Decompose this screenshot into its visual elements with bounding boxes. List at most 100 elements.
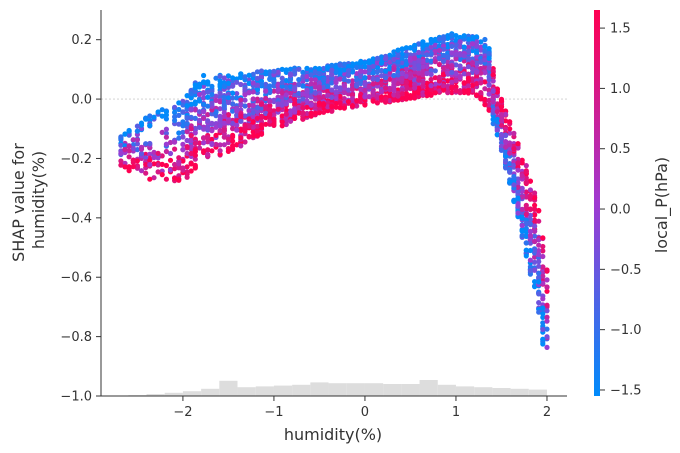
x-tick-label: −2 [173, 405, 192, 420]
scatter-point [126, 164, 132, 170]
scatter-point [217, 117, 223, 123]
scatter-point [416, 70, 422, 76]
scatter-point [279, 75, 285, 81]
scatter-point [242, 97, 248, 103]
scatter-point [275, 83, 281, 89]
scatter-point [424, 52, 430, 58]
scatter-point [196, 109, 203, 115]
scatter-point [407, 75, 414, 81]
scatter-point [358, 80, 364, 87]
scatter-point [300, 110, 306, 116]
scatter-point [453, 33, 459, 39]
scatter-point [267, 83, 273, 89]
scatter-point [532, 284, 538, 290]
scatter-point [238, 143, 244, 149]
scatter-point [254, 115, 260, 121]
scatter-point [304, 93, 310, 99]
scatter-point [527, 193, 534, 199]
scatter-point [325, 88, 331, 95]
scatter-point [213, 97, 219, 103]
scatter-point [540, 253, 546, 260]
scatter-point [407, 45, 414, 51]
scatter-point [370, 56, 376, 62]
scatter-point [494, 109, 500, 115]
scatter-point [465, 44, 471, 50]
scatter-point [540, 280, 546, 286]
scatter-point [316, 80, 322, 86]
scatter-point [358, 73, 364, 80]
scatter-point [221, 113, 227, 119]
scatter-point [230, 83, 236, 89]
scatter-point [515, 167, 521, 173]
scatter-point [378, 88, 385, 94]
scatter-point [134, 128, 140, 134]
scatter-point [482, 44, 488, 50]
scatter-point [205, 151, 211, 158]
scatter-point [287, 66, 294, 72]
scatter-point [358, 94, 364, 100]
scatter-point [503, 139, 509, 145]
y-tick-label: 0.0 [71, 93, 92, 108]
scatter-point [374, 55, 380, 61]
scatter-point [134, 164, 140, 170]
scatter-point [184, 169, 190, 175]
scatter-point [544, 267, 550, 273]
scatter-point [428, 83, 434, 89]
scatter-point [267, 98, 273, 105]
scatter-point [163, 162, 169, 169]
scatter-point [167, 150, 174, 157]
scatter-point [271, 121, 277, 127]
scatter-point [296, 82, 302, 88]
scatter-point [321, 109, 327, 115]
scatter-point [354, 98, 360, 104]
scatter-point [254, 129, 260, 135]
scatter-point [300, 69, 306, 75]
scatter-point [490, 94, 496, 101]
scatter-point [172, 114, 178, 120]
scatter-point [308, 110, 314, 116]
scatter-point [399, 46, 405, 53]
scatter-point [188, 101, 194, 107]
scatter-point [254, 109, 260, 115]
scatter-point [445, 63, 451, 69]
scatter-point [349, 103, 356, 109]
scatter-point [163, 176, 169, 182]
scatter-point [201, 83, 207, 89]
scatter-point [366, 94, 372, 100]
scatter-point [180, 109, 186, 115]
scatter-point [246, 72, 252, 78]
scatter-point [151, 114, 157, 120]
scatter-point [412, 42, 418, 49]
scatter-point [527, 232, 534, 239]
scatter-point [209, 120, 215, 126]
scatter-point [370, 89, 376, 95]
colorbar-tick-label: 1.5 [610, 22, 631, 37]
scatter-point [184, 93, 190, 99]
scatter-point [225, 99, 231, 106]
scatter-point [134, 141, 140, 147]
scatter-point [370, 98, 376, 104]
scatter-point [428, 44, 434, 50]
scatter-point [486, 102, 492, 108]
scatter-point [341, 96, 347, 102]
scatter-point [316, 70, 322, 76]
scatter-point [544, 302, 550, 308]
scatter-point [143, 115, 149, 122]
scatter-point [172, 166, 178, 172]
scatter-point [337, 62, 343, 68]
scatter-point [205, 89, 211, 95]
histogram-bar [182, 391, 202, 396]
x-axis-ticks: −2 −1 0 1 2 [173, 396, 551, 420]
scatter-point [201, 140, 207, 146]
scatter-point [503, 118, 509, 124]
scatter-point [279, 90, 285, 96]
scatter-point [147, 157, 153, 163]
scatter-point [341, 90, 347, 96]
scatter-point [230, 134, 236, 140]
scatter-point [205, 139, 211, 145]
scatter-point [490, 88, 496, 94]
histogram-bar [219, 380, 238, 396]
scatter-point [407, 95, 414, 101]
scatter-point [503, 150, 509, 156]
